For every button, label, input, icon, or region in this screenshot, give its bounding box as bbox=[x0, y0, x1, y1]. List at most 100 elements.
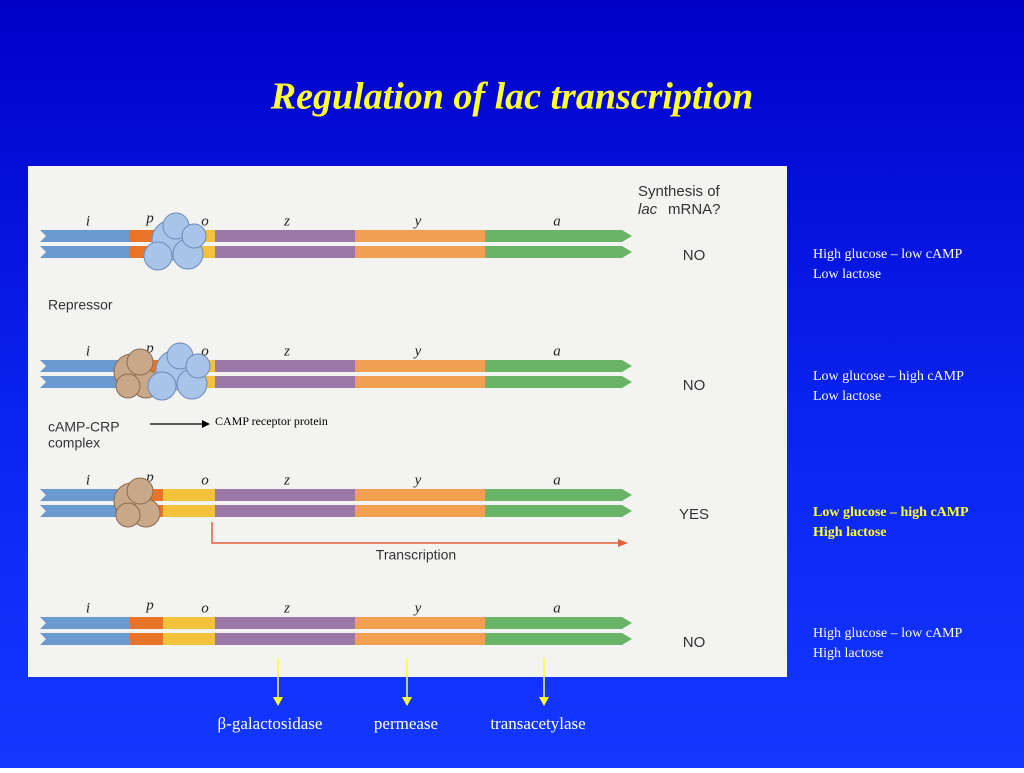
dna-segment bbox=[215, 230, 355, 242]
gene-label: i bbox=[86, 343, 90, 359]
dna-head bbox=[622, 489, 632, 501]
dna-head bbox=[622, 360, 632, 372]
dna-segment bbox=[215, 617, 355, 629]
dna-segment bbox=[50, 360, 130, 372]
repressor-protein bbox=[181, 223, 207, 249]
product-arrowhead bbox=[539, 697, 549, 706]
dna-tail bbox=[40, 617, 50, 629]
transcription-arrow bbox=[211, 522, 620, 544]
repressor-label: Repressor bbox=[48, 297, 113, 313]
figure-panel bbox=[28, 166, 787, 677]
gene-label: o bbox=[201, 343, 209, 359]
gene-label: y bbox=[413, 343, 422, 359]
dna-tail bbox=[40, 246, 50, 258]
gene-label: y bbox=[413, 213, 422, 229]
dna-segment bbox=[355, 505, 485, 517]
gene-label: p bbox=[145, 469, 154, 485]
dna-segment bbox=[485, 505, 622, 517]
dna-segment bbox=[215, 633, 355, 645]
dna-segment bbox=[215, 489, 355, 501]
transcription-label: Transcription bbox=[376, 547, 456, 563]
dna-segment bbox=[355, 360, 485, 372]
product-label: permease bbox=[374, 714, 438, 733]
gene-label: o bbox=[201, 472, 209, 488]
dna-head bbox=[622, 617, 632, 629]
condition: High lactose bbox=[813, 525, 887, 540]
dna-segment bbox=[50, 617, 130, 629]
dna-head bbox=[622, 230, 632, 242]
dna-segment bbox=[130, 633, 163, 645]
dna-head bbox=[622, 633, 632, 645]
answer: NO bbox=[683, 634, 706, 651]
dna-segment bbox=[355, 230, 485, 242]
repressor-protein bbox=[185, 353, 211, 379]
dna-segment bbox=[215, 246, 355, 258]
gene-label: o bbox=[201, 213, 209, 229]
dna-segment bbox=[215, 505, 355, 517]
dna-segment bbox=[50, 489, 130, 501]
answer: YES bbox=[679, 506, 709, 523]
gene-label: p bbox=[145, 340, 154, 356]
dna-tail bbox=[40, 633, 50, 645]
dna-segment bbox=[485, 633, 622, 645]
title: Regulation of lac transcription bbox=[270, 76, 753, 118]
dna-tail bbox=[40, 489, 50, 501]
product-label: β-galactosidase bbox=[218, 714, 323, 733]
dna-segment bbox=[485, 230, 622, 242]
dna-segment bbox=[355, 246, 485, 258]
gene-label: a bbox=[553, 600, 561, 616]
dna-segment bbox=[163, 489, 215, 501]
dna-head bbox=[622, 376, 632, 388]
gene-label: y bbox=[413, 600, 422, 616]
dna-tail bbox=[40, 230, 50, 242]
dna-segment bbox=[485, 617, 622, 629]
dna-segment bbox=[355, 376, 485, 388]
dna-segment bbox=[50, 505, 130, 517]
question-lac: lac bbox=[638, 201, 658, 218]
repressor-protein bbox=[143, 241, 173, 271]
dna-segment bbox=[355, 633, 485, 645]
dna-segment bbox=[485, 360, 622, 372]
dna-segment bbox=[50, 633, 130, 645]
condition: Low lactose bbox=[813, 389, 881, 404]
answer: NO bbox=[683, 247, 706, 264]
dna-head bbox=[622, 246, 632, 258]
dna-segment bbox=[215, 376, 355, 388]
crp-protein bbox=[126, 348, 154, 376]
gene-label: o bbox=[201, 600, 209, 616]
condition: High lactose bbox=[813, 646, 883, 661]
dna-segment bbox=[163, 633, 215, 645]
dna-head bbox=[622, 505, 632, 517]
gene-label: i bbox=[86, 600, 90, 616]
gene-label: a bbox=[553, 343, 561, 359]
crp-protein bbox=[115, 502, 141, 528]
gene-label: z bbox=[283, 343, 290, 359]
crp-protein bbox=[126, 477, 154, 505]
dna-segment bbox=[163, 505, 215, 517]
dna-segment bbox=[215, 360, 355, 372]
condition: High glucose – low cAMP bbox=[813, 626, 963, 641]
gene-label: i bbox=[86, 213, 90, 229]
product-arrowhead bbox=[273, 697, 283, 706]
condition: Low lactose bbox=[813, 267, 881, 282]
gene-label: z bbox=[283, 213, 290, 229]
dna-segment bbox=[50, 246, 130, 258]
product-label: transacetylase bbox=[490, 714, 585, 733]
crp-protein bbox=[115, 373, 141, 399]
gene-label: a bbox=[553, 472, 561, 488]
dna-segment bbox=[485, 376, 622, 388]
condition: Low glucose – high cAMP bbox=[813, 505, 969, 520]
gene-label: p bbox=[145, 210, 154, 226]
gene-label: y bbox=[413, 472, 422, 488]
repressor-protein bbox=[147, 371, 177, 401]
dna-segment bbox=[50, 230, 130, 242]
gene-label: z bbox=[283, 600, 290, 616]
callout-arrowhead bbox=[202, 420, 210, 428]
dna-segment bbox=[485, 246, 622, 258]
dna-tail bbox=[40, 376, 50, 388]
condition: High glucose – low cAMP bbox=[813, 247, 963, 262]
gene-label: z bbox=[283, 472, 290, 488]
condition: Low glucose – high cAMP bbox=[813, 369, 964, 384]
